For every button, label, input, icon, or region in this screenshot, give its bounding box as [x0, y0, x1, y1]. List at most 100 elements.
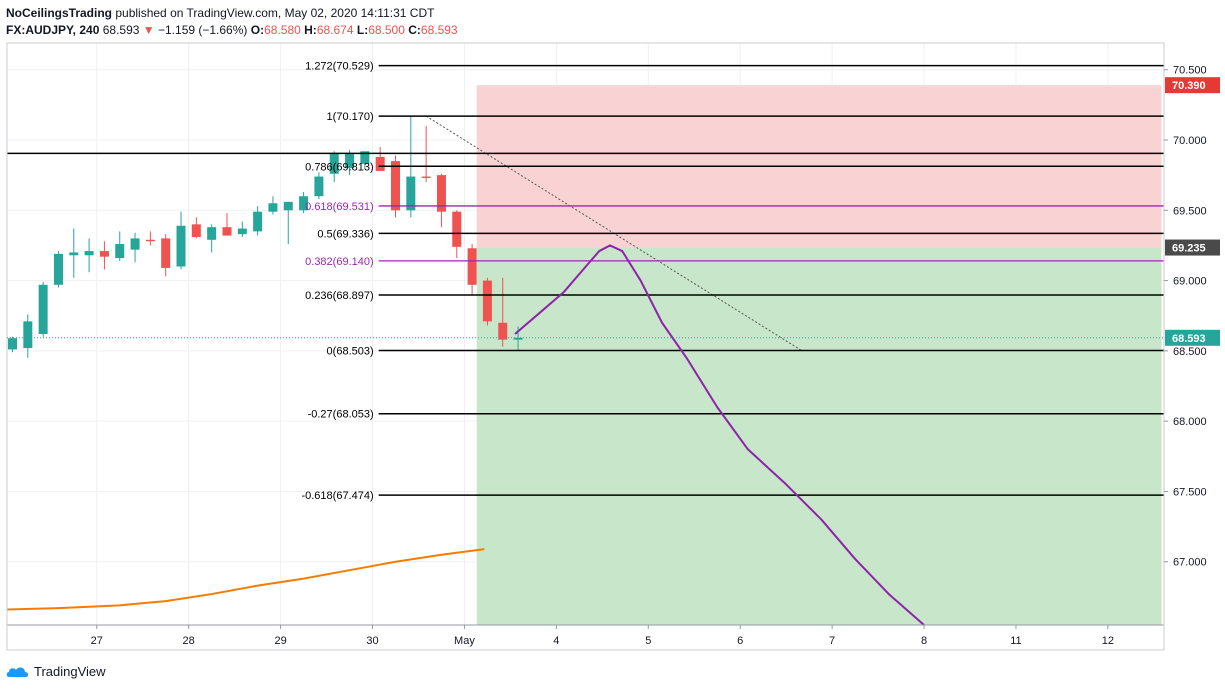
symbol-label[interactable]: FX:AUDJPY, 240: [6, 23, 100, 37]
y-tick-label: 70.500: [1173, 65, 1207, 77]
y-tick-label: 70.000: [1173, 135, 1207, 147]
candle-body: [375, 156, 385, 171]
x-tick-label: May: [454, 635, 475, 647]
y-tick-label: 67.500: [1173, 486, 1207, 498]
candle-body: [130, 238, 140, 250]
candle[interactable]: [53, 251, 63, 288]
price-badge-label: 70.390: [1172, 80, 1206, 92]
candle-body: [53, 253, 63, 285]
price-badge-bg: [1165, 329, 1220, 346]
fib-level-label: 1.272(70.529): [305, 61, 374, 73]
candle[interactable]: [482, 277, 492, 326]
published-text: published on TradingView.com, May 02, 20…: [115, 6, 435, 20]
candle[interactable]: [207, 224, 217, 253]
candle[interactable]: [329, 151, 339, 183]
candle[interactable]: [391, 155, 400, 218]
price-change: −1.159 (−1.66%): [158, 23, 248, 37]
moving-average: [7, 548, 485, 611]
x-tick-label: 8: [921, 635, 927, 647]
candle-body: [191, 224, 201, 237]
candle[interactable]: [498, 277, 508, 347]
candle[interactable]: [161, 234, 171, 277]
x-tick-label: 7: [829, 635, 835, 647]
x-tick-label: 29: [274, 635, 286, 647]
candles[interactable]: [8, 116, 523, 358]
candle[interactable]: [253, 206, 263, 236]
candle-body: [345, 154, 355, 169]
candle-body: [161, 238, 171, 268]
candle[interactable]: [222, 213, 232, 236]
candle-body: [207, 227, 217, 240]
time-axis[interactable]: [7, 625, 1164, 650]
candle[interactable]: [130, 232, 140, 263]
candle[interactable]: [23, 314, 33, 358]
candle[interactable]: [69, 228, 79, 278]
publish-line: NoCeilingsTrading published on TradingVi…: [6, 5, 458, 22]
candle[interactable]: [314, 172, 324, 200]
x-tick-label: 30: [366, 635, 378, 647]
candle-body: [452, 211, 462, 247]
axes[interactable]: 70.500 70.000 69.500 69.000 68.500 68.000 67.5…: [6, 42, 1225, 651]
close-value: 68.593: [420, 23, 458, 37]
price-axis[interactable]: [1164, 43, 1225, 650]
fib-level-label: -0.27(68.053): [308, 409, 374, 421]
candle-body: [115, 244, 125, 259]
candle[interactable]: [8, 336, 17, 353]
candle-body: [467, 248, 477, 285]
candle-body: [145, 239, 155, 242]
candle[interactable]: [99, 241, 109, 270]
projection-line[interactable]: [514, 244, 925, 625]
candle-body: [436, 175, 446, 212]
y-tick-label: 68.500: [1173, 346, 1207, 358]
candle[interactable]: [115, 231, 125, 261]
projection-path[interactable]: [514, 244, 925, 625]
candle[interactable]: [467, 244, 477, 295]
author-name[interactable]: NoCeilingsTrading: [6, 6, 113, 20]
y-tick-label: 69.000: [1173, 276, 1207, 288]
fib-level-label: 0.5(69.336): [317, 228, 373, 240]
candle[interactable]: [84, 238, 94, 273]
x-tick-label: 12: [1102, 635, 1114, 647]
change-arrow-icon: ▼: [142, 23, 155, 37]
y-tick-label: 67.000: [1173, 557, 1207, 569]
candle-body: [222, 227, 232, 236]
last-price: 68.593: [102, 23, 140, 37]
x-tick-label: 6: [737, 635, 743, 647]
candle[interactable]: [360, 151, 370, 169]
candle[interactable]: [268, 196, 278, 215]
candle[interactable]: [191, 217, 201, 239]
x-tick-label: 27: [91, 635, 103, 647]
candle-body: [99, 251, 109, 257]
low-label: L:: [356, 23, 369, 37]
candle[interactable]: [38, 281, 48, 337]
open-label: O:: [250, 23, 265, 37]
candle-body: [8, 338, 17, 350]
candle-body: [406, 176, 416, 211]
candle-body: [176, 225, 186, 267]
candle-body: [299, 196, 309, 211]
take-profit-zone[interactable]: [476, 247, 1162, 625]
candle-body: [253, 211, 263, 232]
fib-level-label: 1(70.170): [327, 111, 374, 123]
tradingview-logo[interactable]: TradingView: [6, 664, 106, 679]
fib-level-label: 0.786(69.813): [305, 161, 374, 173]
candle[interactable]: [436, 173, 446, 228]
candle[interactable]: [375, 147, 385, 171]
high-label: H:: [304, 23, 317, 37]
chart-frame: [6, 42, 1165, 651]
candle[interactable]: [237, 221, 247, 237]
candle-body: [329, 154, 339, 174]
low-value: 68.500: [368, 23, 405, 37]
candle[interactable]: [176, 211, 186, 270]
symbol-line: FX:AUDJPY, 240 68.593 ▼ −1.159 (−1.66%) …: [6, 22, 458, 39]
candle-body: [314, 176, 324, 197]
candle[interactable]: [283, 201, 293, 245]
candle-body: [283, 201, 293, 211]
candle[interactable]: [452, 210, 462, 259]
tradingview-cloud-icon: [6, 667, 29, 677]
candle[interactable]: [145, 231, 155, 246]
fib-retracement[interactable]: 1.272(70.529) 1(70.170) 0.786(69.813) 0.618…: [7, 61, 1164, 502]
candle[interactable]: [299, 192, 309, 214]
candle-body: [498, 322, 508, 340]
